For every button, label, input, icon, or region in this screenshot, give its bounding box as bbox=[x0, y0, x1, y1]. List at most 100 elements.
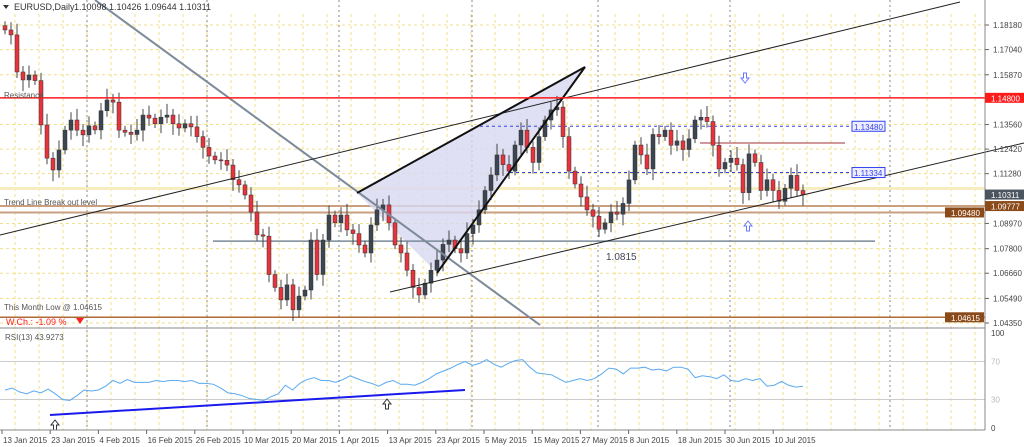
candle-body bbox=[710, 121, 716, 146]
candle-body bbox=[638, 144, 644, 156]
candle-body bbox=[644, 154, 650, 170]
candle-body bbox=[770, 179, 776, 191]
candle-body bbox=[722, 162, 728, 170]
time-tick-label: 23 Apr 2015 bbox=[437, 436, 481, 445]
candle-body bbox=[734, 157, 740, 165]
candle-body bbox=[296, 295, 302, 311]
time-tick-label: 1 Apr 2015 bbox=[340, 436, 379, 445]
candle-body bbox=[800, 190, 806, 195]
candle-body bbox=[632, 144, 638, 181]
candle-body bbox=[50, 157, 56, 171]
price-tag bbox=[945, 312, 984, 323]
time-tick-label: 26 Feb 2015 bbox=[196, 436, 241, 445]
candle-body bbox=[200, 136, 206, 148]
drawn-objects bbox=[0, 67, 985, 319]
rsi-line bbox=[4, 359, 804, 401]
rsi-tick-label: 70 bbox=[991, 358, 1000, 367]
candle-body bbox=[446, 239, 452, 245]
time-tick-label: 30 Jun 2015 bbox=[726, 436, 771, 445]
time-tick-label: 23 Jan 2015 bbox=[51, 436, 96, 445]
price-tag bbox=[985, 189, 1024, 200]
candle-body bbox=[674, 140, 680, 146]
time-tick-label: 13 Apr 2015 bbox=[389, 436, 433, 445]
candle-body bbox=[122, 129, 128, 133]
candle-body bbox=[704, 116, 710, 122]
chart-header-symbol: EURUSD,Daily bbox=[14, 2, 75, 12]
candle-body bbox=[392, 222, 398, 246]
price-tick-label: 1.08970 bbox=[993, 219, 1022, 228]
candle-body bbox=[116, 101, 122, 131]
candle-body bbox=[584, 196, 590, 211]
candle-body bbox=[74, 119, 80, 131]
candle-body bbox=[458, 248, 464, 254]
candle-body bbox=[752, 153, 758, 163]
candle-body bbox=[656, 134, 662, 137]
trend-break-label: Trend Line Break out level bbox=[4, 198, 97, 207]
rsi-label: RSI(13) 43.9273 bbox=[5, 333, 64, 342]
candle-body bbox=[32, 74, 38, 81]
time-tick-label: 10 Jul 2015 bbox=[774, 436, 816, 445]
price-tag-label: 1.14800 bbox=[991, 94, 1020, 103]
candle-body bbox=[98, 110, 104, 131]
candle-body bbox=[422, 282, 428, 296]
candle-body bbox=[182, 123, 188, 129]
candle-body bbox=[686, 138, 692, 150]
price-tag bbox=[985, 201, 1024, 212]
candle-body bbox=[578, 183, 584, 198]
candle-body bbox=[104, 99, 110, 112]
candle-body bbox=[140, 114, 146, 131]
candle-body bbox=[494, 154, 500, 176]
candle-body bbox=[572, 170, 578, 185]
candle-body bbox=[266, 235, 272, 275]
price-tick-label: 1.18180 bbox=[993, 21, 1022, 30]
candle-body bbox=[86, 125, 92, 136]
candle-body bbox=[212, 155, 218, 161]
price-tick-label: 1.04350 bbox=[993, 319, 1022, 328]
candle-body bbox=[740, 164, 746, 193]
candle-body bbox=[248, 194, 254, 213]
time-tick-label: 5 May 2015 bbox=[485, 436, 527, 445]
candle-body bbox=[158, 116, 164, 124]
candle-body bbox=[62, 129, 68, 151]
candle-body bbox=[284, 284, 290, 301]
candle-body bbox=[242, 184, 248, 196]
candle-body bbox=[128, 132, 134, 135]
candle-body bbox=[362, 244, 368, 254]
candle-body bbox=[566, 136, 572, 172]
support-level-label: 1.0815 bbox=[606, 252, 637, 263]
candle-body bbox=[236, 179, 242, 186]
candle-body bbox=[716, 144, 722, 170]
candle-body bbox=[542, 119, 548, 137]
candle-body bbox=[596, 216, 602, 230]
candle-body bbox=[290, 284, 296, 311]
candle-body bbox=[344, 214, 350, 231]
time-tick-label: 27 May 2015 bbox=[581, 436, 628, 445]
candle-body bbox=[38, 80, 44, 126]
up-arrow-icon bbox=[742, 220, 754, 232]
level-tag bbox=[851, 167, 886, 179]
upper-channel-line bbox=[0, 1, 961, 236]
candle-body bbox=[746, 153, 752, 193]
time-tick-label: 18 Jun 2015 bbox=[678, 436, 723, 445]
trend-lines bbox=[0, 0, 1024, 326]
candle-body bbox=[134, 129, 140, 135]
level-tag bbox=[851, 120, 886, 132]
candle-body bbox=[68, 119, 74, 131]
candle-body bbox=[188, 123, 194, 128]
rising-wedge bbox=[357, 67, 585, 273]
candle-body bbox=[176, 123, 182, 129]
candle-body bbox=[80, 129, 86, 136]
up-arrow-icon bbox=[381, 398, 393, 410]
price-tag-label: 1.10311 bbox=[991, 191, 1020, 200]
lower-channel-line bbox=[389, 142, 1024, 293]
rsi-tick-label: 0 bbox=[991, 424, 996, 433]
candle-body bbox=[608, 211, 614, 224]
candle-body bbox=[764, 179, 770, 191]
weekly-change-label: W.Ch.: -1.09 % bbox=[6, 317, 67, 327]
dropdown-arrow-icon[interactable] bbox=[3, 5, 9, 9]
candle-body bbox=[410, 269, 416, 288]
wedge-outline bbox=[356, 66, 586, 274]
level-tag-label: 1.13480 bbox=[854, 123, 883, 132]
